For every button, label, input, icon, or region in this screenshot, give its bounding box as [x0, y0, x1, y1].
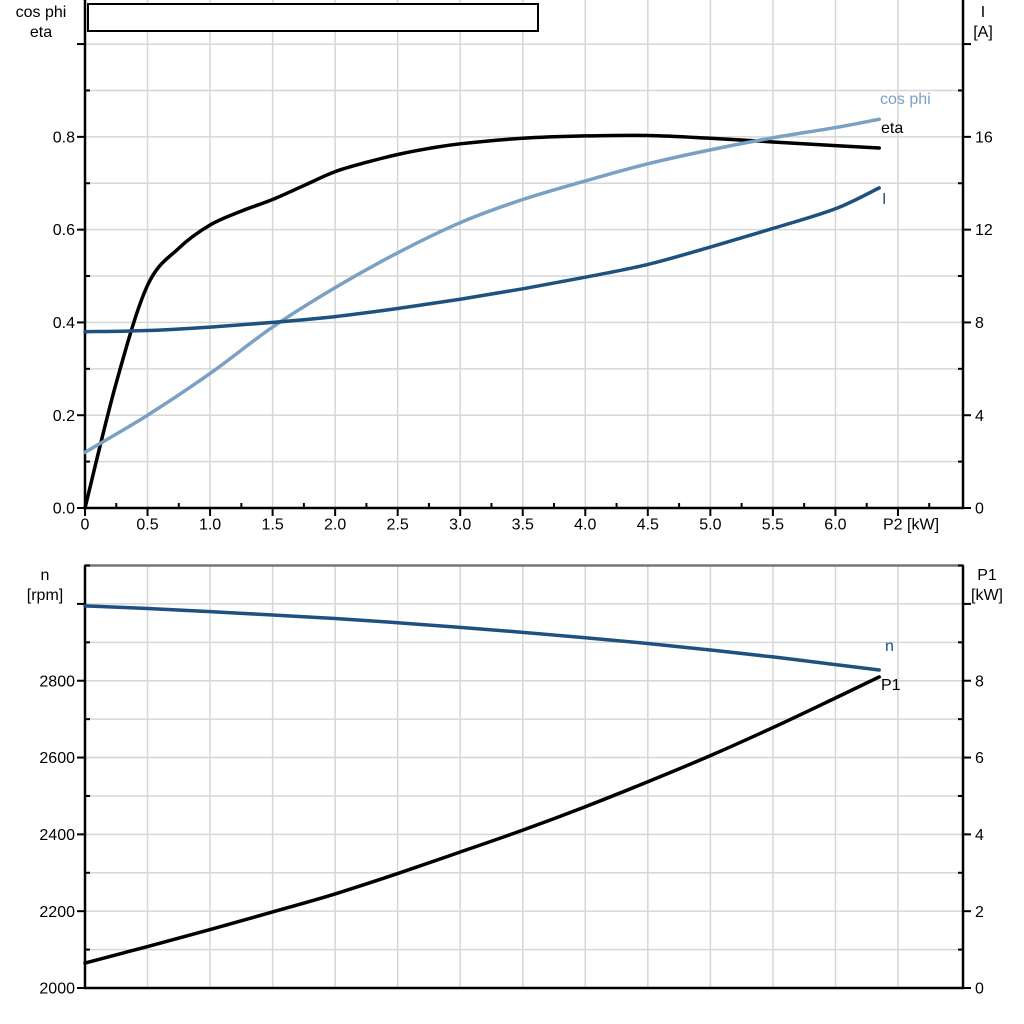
curve-label-i: I — [882, 191, 887, 208]
curve-I — [83, 186, 881, 334]
top-right-axis-title: I [A] — [957, 3, 1009, 43]
right-tick-label: 6 — [975, 750, 984, 767]
left-tick-label: 0.2 — [53, 408, 75, 425]
curve-n — [83, 604, 881, 672]
right-tick-label: 4 — [975, 408, 984, 425]
curve-eta — [83, 133, 881, 510]
right-tick-label: 0 — [975, 501, 984, 518]
curve-P1 — [83, 675, 881, 965]
right-tick-label: 8 — [975, 673, 984, 690]
curve-label-cos-phi: cos phi — [880, 91, 931, 108]
left-tick-label: 2800 — [39, 673, 75, 690]
left-tick-label: 2000 — [39, 981, 75, 998]
right-axis-label-amps: [A] — [973, 24, 993, 41]
right-tick-label: 4 — [975, 827, 984, 844]
right-tick-label: 8 — [975, 315, 984, 332]
left-tick-label: 2200 — [39, 904, 75, 921]
curve-cos-phi — [83, 117, 881, 455]
x-tick-label: 6.0 — [824, 517, 846, 534]
left-tick-label: 0.0 — [53, 501, 75, 518]
right-axis-label-p1: P1 — [977, 567, 997, 584]
curve-label-n: n — [885, 638, 894, 655]
x-tick-label: 3.0 — [449, 517, 471, 534]
curve-label-p1: P1 — [881, 677, 901, 694]
left-tick-label: 2600 — [39, 750, 75, 767]
left-axis-label-eta: eta — [29, 24, 53, 41]
left-tick-label: 0.6 — [53, 222, 75, 239]
top-left-axis-title: cos phi eta — [4, 3, 78, 43]
chart-area-1: 2000 2200 2400 2600 2800 0 2 4 6 8 — [39, 564, 984, 998]
x-axis-unit-label: P2 [kW] — [883, 517, 939, 534]
right-axis-label-kw: [kW] — [971, 587, 1003, 604]
left-tick-label: 2400 — [39, 827, 75, 844]
x-tick-label: 3.5 — [512, 517, 534, 534]
x-tick-label: 5.0 — [699, 517, 721, 534]
x-tick-label: 1.5 — [261, 517, 283, 534]
left-tick-label: 0.4 — [53, 315, 75, 332]
bottom-right-axis-title: P1 [kW] — [959, 566, 1015, 606]
x-tick-label: 1.0 — [199, 517, 221, 534]
left-tick-label: 0.8 — [53, 129, 75, 146]
bottom-left-axis-title: n [rpm] — [10, 566, 80, 606]
curve-label-eta: eta — [881, 120, 904, 137]
right-tick-label: 2 — [975, 904, 984, 921]
right-axis-label-i: I — [980, 4, 986, 21]
right-tick-label: 0 — [975, 981, 984, 998]
x-tick-label: 2.0 — [324, 517, 346, 534]
x-tick-label: 0 — [81, 517, 90, 534]
x-tick-label: 5.5 — [762, 517, 784, 534]
x-tick-label: 4.0 — [574, 517, 596, 534]
x-tick-label: 4.5 — [637, 517, 659, 534]
x-tick-label: 2.5 — [387, 517, 409, 534]
right-tick-label: 12 — [975, 222, 993, 239]
x-tick-label: 0.5 — [136, 517, 158, 534]
chart-area-0: 0 0.5 1.0 1.5 2.0 2.5 3.0 3.5 4.0 4.5 5.0 5.5 6.0 P2 … — [53, 0, 993, 534]
right-tick-label: 16 — [975, 129, 993, 146]
chart-title-box: SP32-6N + MS4000 5.5 kW 3*400 V, 50 Hz — [87, 3, 539, 32]
left-axis-label-n: n — [40, 567, 50, 584]
left-axis-label-rpm: [rpm] — [26, 587, 64, 604]
left-axis-label-cosphi: cos phi — [15, 4, 67, 21]
